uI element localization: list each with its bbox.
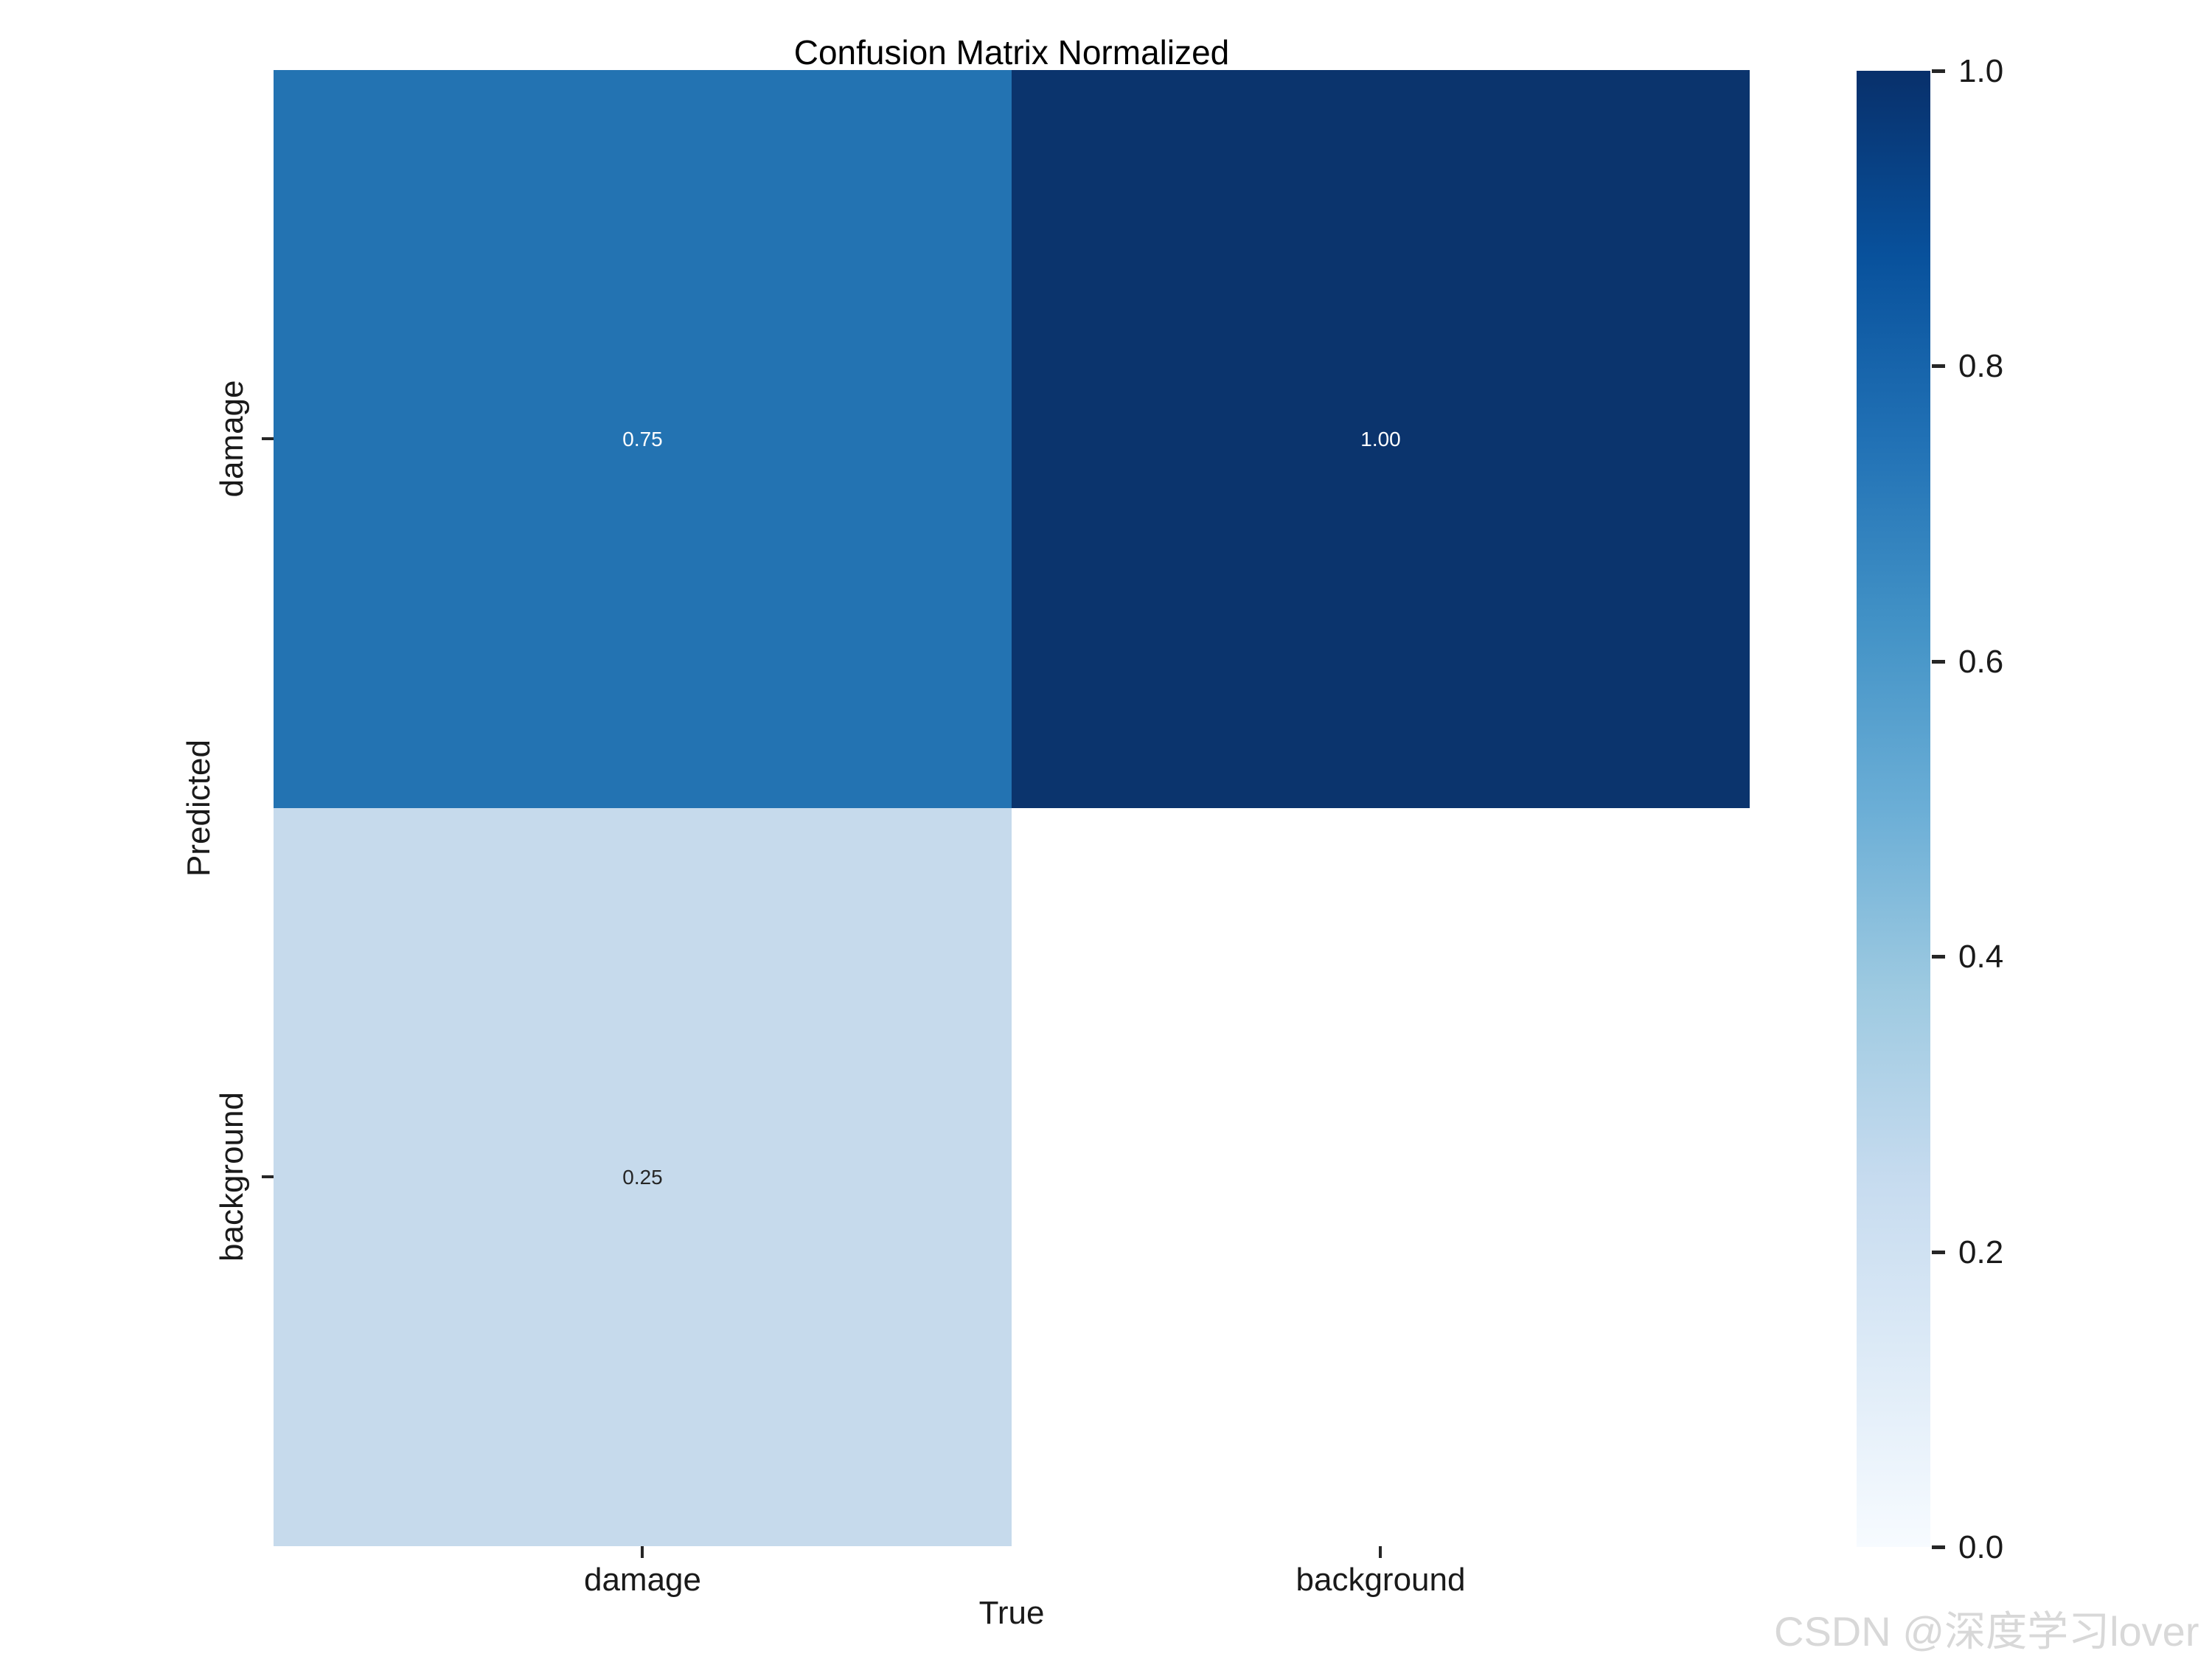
x-tick-label-background: background (1295, 1562, 1466, 1598)
cell-value: 0.25 (622, 1165, 663, 1189)
colorbar-tick-label: 0.0 (1958, 1529, 2004, 1565)
colorbar-tick-mark (1932, 69, 1945, 73)
colorbar-tick-label: 1.0 (1958, 53, 2004, 89)
colorbar-tick-label: 0.6 (1958, 644, 2004, 680)
colorbar-tick-mark (1932, 955, 1945, 959)
colorbar-tick-label: 0.2 (1958, 1234, 2004, 1270)
colorbar-tick-label: 0.4 (1958, 939, 2004, 975)
cell-pred-damage-true-background: 1.00 (1012, 70, 1750, 808)
chart-title: Confusion Matrix Normalized (793, 33, 1230, 72)
x-axis-tick-mark-damage (641, 1546, 644, 1558)
cell-value: 0.75 (622, 427, 663, 451)
x-axis-tick-mark-background (1379, 1546, 1382, 1558)
y-tick-label-background: background (214, 1092, 250, 1262)
x-axis-label: True (978, 1595, 1045, 1631)
y-tick-label-damage: damage (214, 380, 250, 498)
cell-value: 1.00 (1360, 427, 1401, 451)
y-axis-label: Predicted (181, 740, 217, 877)
colorbar-tick-mark (1932, 364, 1945, 368)
y-axis-tick-mark-background (262, 1175, 274, 1178)
colorbar-tick-mark (1932, 1251, 1945, 1254)
cell-pred-background-true-damage: 0.25 (274, 808, 1012, 1546)
colorbar-tick-mark (1932, 660, 1945, 664)
heatmap-grid: 0.75 1.00 0.25 (274, 70, 1750, 1546)
x-tick-label-damage: damage (583, 1562, 701, 1598)
cell-pred-background-true-background (1012, 808, 1750, 1546)
colorbar-tick-label: 0.8 (1958, 348, 2004, 384)
csdn-watermark: CSDN @深度学习lover (1774, 1608, 2199, 1655)
colorbar-tick-mark (1932, 1545, 1945, 1549)
cell-pred-damage-true-damage: 0.75 (274, 70, 1012, 808)
colorbar (1857, 71, 1930, 1547)
y-axis-tick-mark-damage (262, 437, 274, 440)
